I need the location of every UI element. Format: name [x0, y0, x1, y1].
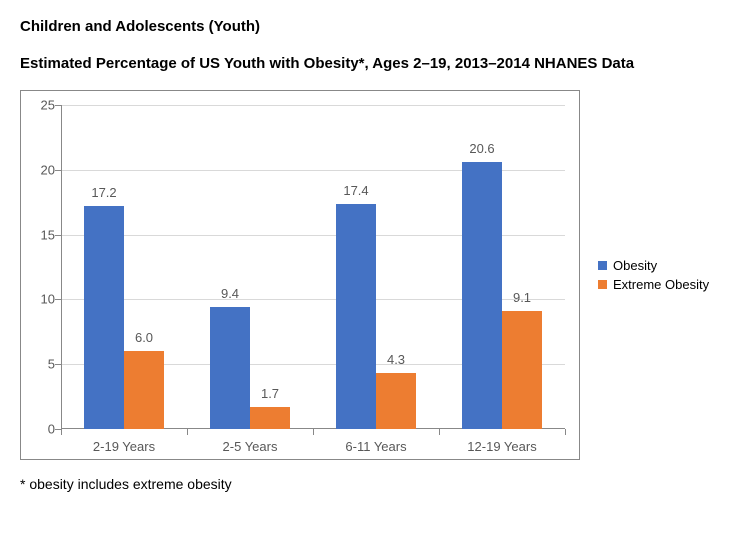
bar-value-label: 17.4 — [343, 183, 368, 204]
legend-item: Extreme Obesity — [598, 277, 709, 292]
bar: 17.2 — [84, 206, 124, 429]
legend-swatch — [598, 261, 607, 270]
y-tick-label: 20 — [41, 162, 61, 177]
plot-area: 051015202517.26.02-19 Years9.41.72-5 Yea… — [61, 105, 565, 429]
legend: Obesity Extreme Obesity — [598, 254, 709, 296]
bar-group: 9.41.72-5 Years — [187, 105, 313, 429]
chart-container: 051015202517.26.02-19 Years9.41.72-5 Yea… — [20, 90, 730, 460]
bar-value-label: 1.7 — [261, 386, 279, 407]
y-tick-label: 0 — [48, 422, 61, 437]
legend-swatch — [598, 280, 607, 289]
footnote: * obesity includes extreme obesity — [20, 476, 730, 492]
bar: 17.4 — [336, 204, 376, 430]
bar-value-label: 9.1 — [513, 290, 531, 311]
bar: 9.1 — [502, 311, 542, 429]
legend-label: Extreme Obesity — [613, 277, 709, 292]
x-category-label: 12-19 Years — [467, 429, 536, 454]
x-tick-mark — [565, 429, 566, 435]
chart-subtitle: Estimated Percentage of US Youth with Ob… — [20, 55, 730, 72]
bar-value-label: 17.2 — [91, 185, 116, 206]
chart-box: 051015202517.26.02-19 Years9.41.72-5 Yea… — [20, 90, 580, 460]
x-tick-mark — [187, 429, 188, 435]
bar: 1.7 — [250, 407, 290, 429]
legend-label: Obesity — [613, 258, 657, 273]
bar-group: 17.44.36-11 Years — [313, 105, 439, 429]
x-category-label: 2-5 Years — [223, 429, 278, 454]
bar: 4.3 — [376, 373, 416, 429]
legend-item: Obesity — [598, 258, 709, 273]
bars-row: 17.26.02-19 Years9.41.72-5 Years17.44.36… — [61, 105, 565, 429]
bar: 20.6 — [462, 162, 502, 429]
page-heading: Children and Adolescents (Youth) — [20, 18, 730, 35]
x-category-label: 2-19 Years — [93, 429, 155, 454]
bar: 6.0 — [124, 351, 164, 429]
y-tick-label: 15 — [41, 227, 61, 242]
y-tick-label: 10 — [41, 292, 61, 307]
bar: 9.4 — [210, 307, 250, 429]
bar-value-label: 9.4 — [221, 286, 239, 307]
x-tick-mark — [439, 429, 440, 435]
bar-group: 20.69.112-19 Years — [439, 105, 565, 429]
y-tick-label: 5 — [48, 357, 61, 372]
y-tick-label: 25 — [41, 98, 61, 113]
x-category-label: 6-11 Years — [345, 429, 406, 454]
bar-group: 17.26.02-19 Years — [61, 105, 187, 429]
x-tick-mark — [61, 429, 62, 435]
x-tick-mark — [313, 429, 314, 435]
bar-value-label: 4.3 — [387, 352, 405, 373]
bar-value-label: 6.0 — [135, 330, 153, 351]
bar-value-label: 20.6 — [469, 141, 494, 162]
